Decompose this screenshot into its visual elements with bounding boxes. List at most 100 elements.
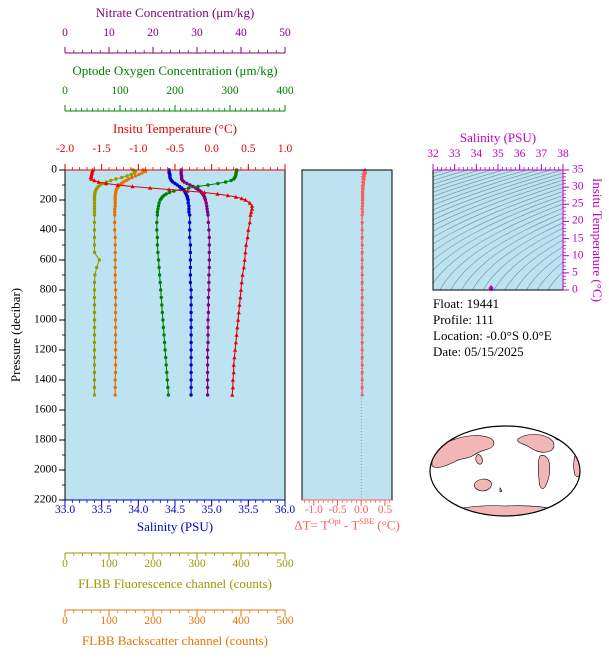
backscatter-tick-label: 200 bbox=[144, 615, 162, 627]
ts-temperature-tick-label: 20 bbox=[572, 214, 584, 227]
salinity-tick-label: 35.5 bbox=[238, 504, 259, 516]
ts-temperature-axis bbox=[562, 169, 569, 291]
oxygen-tick-label: 200 bbox=[166, 85, 184, 97]
delta-t-label-sup-opt: Opt bbox=[328, 517, 341, 526]
fluorescence-axis-title: FLBB Fluorescence channel (counts) bbox=[78, 576, 272, 591]
delta-t-label-sup-sbe: SBE bbox=[359, 517, 375, 526]
pressure-tick-label: 2000 bbox=[34, 463, 57, 476]
nitrate-tick-label: 10 bbox=[103, 27, 115, 39]
temperature-tick-label: 0.0 bbox=[204, 143, 219, 155]
ts-salinity-axis bbox=[432, 164, 564, 171]
pressure-axis bbox=[59, 169, 65, 501]
ts-temperature-tick-label: 35 bbox=[572, 163, 584, 176]
salinity-axis-title: Salinity (PSU) bbox=[136, 519, 214, 534]
info-line-date: Date: 05/15/2025 bbox=[433, 344, 524, 359]
land-new-zealand bbox=[499, 487, 503, 493]
ts-salinity-tick-label: 38 bbox=[557, 148, 569, 160]
ts-temperature-axis-title: Insitu Temperature (°C) bbox=[590, 178, 606, 302]
backscatter-axis bbox=[64, 609, 286, 616]
nitrate-axis bbox=[64, 47, 286, 54]
oxygen-tick-label: 300 bbox=[221, 85, 239, 97]
backscatter-tick-label: 0 bbox=[62, 615, 68, 627]
pressure-tick-label: 1000 bbox=[34, 313, 57, 326]
pressure-tick-label: 600 bbox=[39, 253, 57, 266]
salinity-tick-label: 36.0 bbox=[274, 504, 296, 516]
delta-t-label-part: (°C) bbox=[374, 517, 400, 533]
delta-t-axis-label: ΔT= TOpt - TSBE (°C) bbox=[294, 517, 400, 533]
delta-t-tick-label: -1.0 bbox=[304, 504, 323, 516]
ts-salinity-tick-label: 35 bbox=[492, 148, 504, 160]
fluorescence-tick-label: 0 bbox=[62, 558, 68, 570]
ts-salinity-tick-label: 32 bbox=[427, 148, 439, 160]
ts-temperature-tick-label: 0 bbox=[572, 283, 578, 296]
oxygen-axis-title: Optode Oxygen Concentration (μm/kg) bbox=[72, 63, 278, 78]
temperature-profile bbox=[88, 167, 255, 397]
fluorescence-tick-label: 500 bbox=[276, 558, 294, 570]
fluorescence-tick-label: 200 bbox=[144, 558, 162, 570]
backscatter-tick-label: 500 bbox=[276, 615, 294, 627]
salinity-tick-label: 33.0 bbox=[54, 504, 76, 516]
oxygen-tick-label: 400 bbox=[276, 85, 294, 97]
pressure-tick-label: 1200 bbox=[34, 343, 57, 356]
salinity-tick-label: 33.5 bbox=[91, 504, 112, 516]
oxygen-axis bbox=[64, 105, 286, 112]
ts-temperature-tick-label: 15 bbox=[572, 231, 584, 244]
nitrate-tick-label: 30 bbox=[191, 27, 203, 39]
map-outline bbox=[429, 425, 581, 517]
delta-t-tick-label: -0.5 bbox=[328, 504, 347, 516]
fluorescence-tick-label: 100 bbox=[100, 558, 118, 570]
fluorescence-tick-label: 400 bbox=[232, 558, 250, 570]
land-australia bbox=[474, 478, 492, 492]
world-map bbox=[429, 425, 581, 517]
pressure-tick-label: 0 bbox=[51, 163, 57, 176]
ts-temperature-tick-label: 5 bbox=[572, 266, 578, 279]
ts-temperature-tick-label: 30 bbox=[572, 180, 584, 193]
nitrate-tick-label: 20 bbox=[147, 27, 159, 39]
land-southeast-asia bbox=[475, 453, 483, 465]
nitrate-axis-title: Nitrate Concentration (μm/kg) bbox=[95, 5, 255, 20]
land-antarctica bbox=[446, 505, 565, 516]
pressure-tick-label: 400 bbox=[39, 223, 57, 236]
pressure-tick-label: 2200 bbox=[34, 493, 57, 506]
salinity-axis bbox=[64, 499, 286, 506]
pressure-tick-label: 1600 bbox=[34, 403, 57, 416]
pressure-tick-label: 800 bbox=[39, 283, 57, 296]
oxygen-tick-label: 100 bbox=[111, 85, 129, 97]
ts-salinity-axis-title: Salinity (PSU) bbox=[459, 130, 537, 145]
salinity-profile bbox=[167, 168, 193, 397]
backscatter-tick-label: 300 bbox=[188, 615, 206, 627]
pressure-axis-title: Pressure (decibar) bbox=[7, 287, 23, 383]
info-line-location: Location: -0.0°S 0.0°E bbox=[433, 328, 552, 343]
nitrate-profile bbox=[179, 168, 211, 397]
land-south-america bbox=[538, 455, 551, 489]
delta-t-label-part: ΔT= T bbox=[294, 517, 329, 533]
temperature-axis bbox=[64, 164, 286, 171]
temperature-axis-title: Insitu Temperature (°C) bbox=[113, 121, 237, 136]
ts-temperature-tick-label: 10 bbox=[572, 248, 584, 261]
delta-t-label-part: - T bbox=[340, 517, 360, 533]
temperature-tick-label: -1.0 bbox=[129, 143, 148, 155]
land-greenland bbox=[553, 431, 565, 441]
delta-t-profile bbox=[360, 168, 368, 397]
temperature-tick-label: 0.5 bbox=[241, 143, 256, 155]
ts-salinity-tick-label: 33 bbox=[448, 148, 461, 160]
delta-t-tick-label: 0.0 bbox=[354, 504, 369, 516]
fluorescence-axis bbox=[64, 552, 286, 559]
ts-salinity-tick-label: 37 bbox=[535, 148, 548, 160]
nitrate-tick-label: 0 bbox=[62, 27, 68, 39]
info-line-float: Float: 19441 bbox=[433, 296, 500, 311]
salinity-tick-label: 34.5 bbox=[164, 504, 186, 516]
delta-t-tick-label: 0.5 bbox=[377, 504, 393, 516]
salinity-tick-label: 34.0 bbox=[128, 504, 149, 516]
ts-temperature-tick-label: 25 bbox=[572, 197, 584, 210]
salinity-tick-label: 35.0 bbox=[201, 504, 222, 516]
ts-salinity-tick-label: 36 bbox=[513, 148, 526, 160]
pressure-tick-label: 1800 bbox=[34, 433, 57, 446]
backscatter-tick-label: 100 bbox=[100, 615, 118, 627]
info-line-profile: Profile: 111 bbox=[433, 312, 494, 327]
oxygen-tick-label: 0 bbox=[62, 85, 68, 97]
backscatter-tick-label: 400 bbox=[232, 615, 250, 627]
backscatter-axis-title: FLBB Backscatter channel (counts) bbox=[82, 633, 268, 648]
pressure-tick-label: 200 bbox=[39, 193, 57, 206]
